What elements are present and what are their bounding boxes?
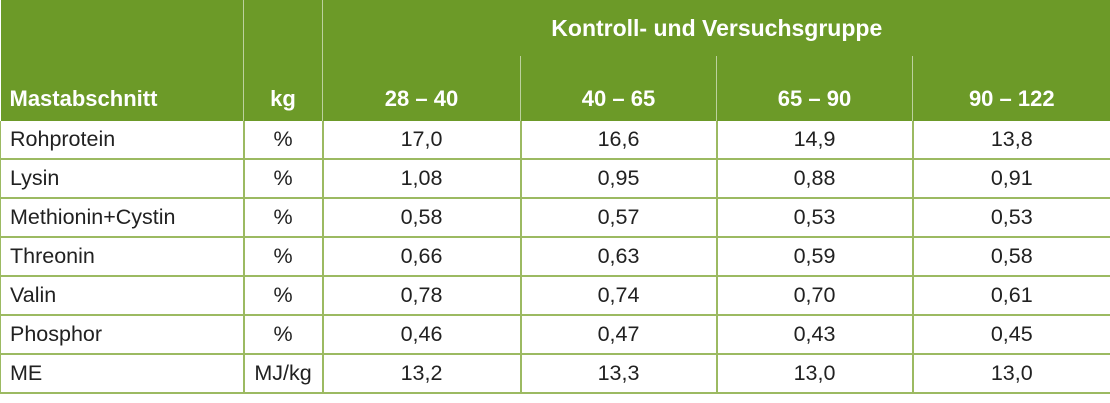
value-cell: 0,58 (321, 198, 521, 238)
table-row-rohprotein: Rohprotein % 17,0 16,6 14,9 13,8 (0, 121, 1110, 160)
value-cell: 13,2 (321, 354, 521, 394)
unit-cell: % (242, 198, 323, 238)
value-cell: 0,66 (321, 237, 521, 277)
row-label: Methionin+Cystin (0, 198, 244, 238)
table-row-me: ME MJ/kg 13,2 13,3 13,0 13,0 (0, 354, 1110, 394)
unit-cell: % (242, 159, 323, 199)
row-label: ME (0, 354, 244, 394)
value-cell: 0,74 (519, 276, 717, 316)
table-header: Kontroll- und Versuchsgruppe Mastabschni… (0, 0, 1110, 121)
value-cell: 0,91 (911, 159, 1110, 199)
value-cell: 0,57 (519, 198, 717, 238)
unit-cell: % (242, 121, 323, 160)
value-cell: 0,53 (715, 198, 913, 238)
row-label: Lysin (0, 159, 244, 199)
nutrient-table: Kontroll- und Versuchsgruppe Mastabschni… (0, 0, 1110, 394)
table-row-valin: Valin % 0,78 0,74 0,70 0,61 (0, 276, 1110, 316)
value-cell: 14,9 (715, 121, 913, 160)
value-cell: 0,47 (519, 315, 717, 355)
row-label: Phosphor (0, 315, 244, 355)
row-label: Valin (0, 276, 244, 316)
unit-cell: % (242, 276, 323, 316)
group-header-title: Kontroll- und Versuchsgruppe (321, 0, 1110, 56)
value-cell: 0,45 (911, 315, 1110, 355)
unit-cell: MJ/kg (242, 354, 323, 394)
value-cell: 0,70 (715, 276, 913, 316)
table-row-threonin: Threonin % 0,66 0,63 0,59 0,58 (0, 237, 1110, 277)
value-cell: 13,0 (715, 354, 913, 394)
value-cell: 16,6 (519, 121, 717, 160)
col-header-range-3: 65 – 90 (716, 56, 913, 121)
group-header-row: Kontroll- und Versuchsgruppe (0, 0, 1110, 56)
value-cell: 0,46 (321, 315, 521, 355)
value-cell: 13,0 (911, 354, 1110, 394)
value-cell: 0,95 (519, 159, 717, 199)
value-cell: 0,59 (715, 237, 913, 277)
row-label: Threonin (0, 237, 244, 277)
table-row-lysin: Lysin % 1,08 0,95 0,88 0,91 (0, 159, 1110, 199)
unit-cell: % (242, 315, 323, 355)
value-cell: 0,63 (519, 237, 717, 277)
value-cell: 0,61 (911, 276, 1110, 316)
col-header-kg: kg (243, 56, 323, 121)
table-row-methionin-cystin: Methionin+Cystin % 0,58 0,57 0,53 0,53 (0, 198, 1110, 238)
value-cell: 0,88 (715, 159, 913, 199)
row-label: Rohprotein (0, 121, 244, 160)
table-row-phosphor: Phosphor % 0,46 0,47 0,43 0,45 (0, 315, 1110, 355)
empty-unit-cell (243, 0, 323, 56)
col-header-range-2: 40 – 65 (520, 56, 717, 121)
value-cell: 0,43 (715, 315, 913, 355)
value-cell: 0,58 (911, 237, 1110, 277)
value-cell: 13,8 (911, 121, 1110, 160)
table-body: Rohprotein % 17,0 16,6 14,9 13,8 Lysin %… (0, 121, 1110, 394)
column-header-row: Mastabschnitt kg 28 – 40 40 – 65 65 – 90… (0, 56, 1110, 121)
value-cell: 0,53 (911, 198, 1110, 238)
unit-cell: % (242, 237, 323, 277)
value-cell: 1,08 (321, 159, 521, 199)
value-cell: 13,3 (519, 354, 717, 394)
value-cell: 17,0 (321, 121, 521, 160)
empty-corner-cell (0, 0, 244, 56)
col-header-range-1: 28 – 40 (322, 56, 521, 121)
col-header-range-4: 90 – 122 (911, 56, 1110, 121)
col-header-mastabschnitt: Mastabschnitt (0, 56, 244, 121)
value-cell: 0,78 (321, 276, 521, 316)
